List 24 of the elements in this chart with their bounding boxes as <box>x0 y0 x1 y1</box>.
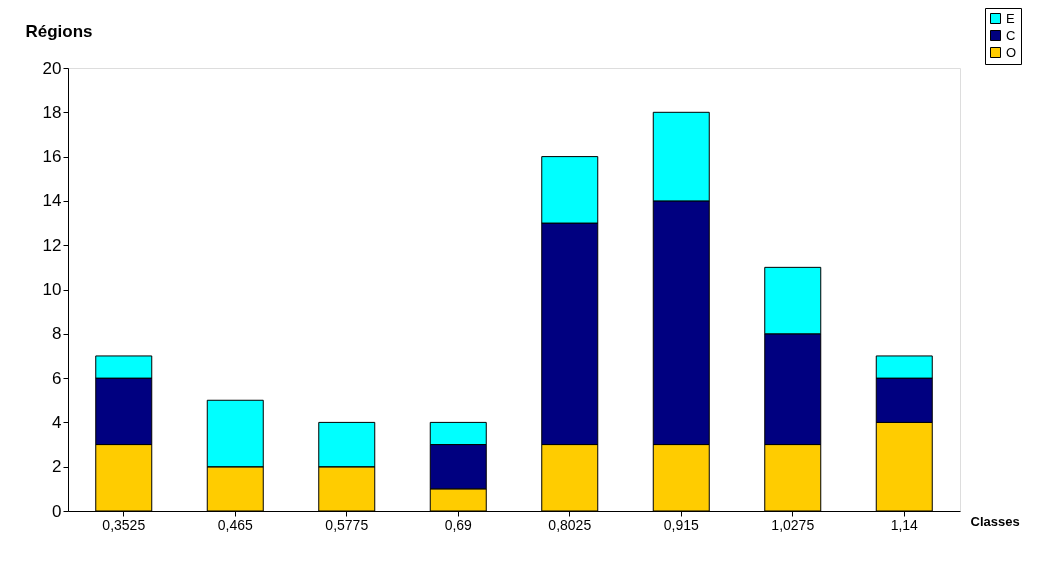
x-tick-label: 1,14 <box>890 516 919 533</box>
y-tick-label: 12 <box>42 235 62 255</box>
y-tick-label: 20 <box>42 58 62 78</box>
legend-label: C <box>1006 27 1016 43</box>
y-tick-label: 0 <box>52 501 62 521</box>
y-tick-label: 2 <box>52 457 62 477</box>
legend-label: O <box>1006 44 1017 60</box>
x-tick-label: 0,915 <box>663 516 699 533</box>
x-tick-label: 0,3525 <box>102 516 146 533</box>
y-axis-title: Régions <box>25 21 93 41</box>
x-tick-label: 0,5775 <box>325 516 369 533</box>
y-tick-label: 6 <box>52 368 62 388</box>
x-tick-label: 0,465 <box>217 516 253 533</box>
x-axis-title: Classes <box>970 513 1020 529</box>
y-tick-label: 18 <box>42 102 62 122</box>
y-tick-label: 14 <box>42 191 62 211</box>
y-tick-label: 16 <box>42 147 62 167</box>
legend-label: E <box>1006 10 1015 26</box>
y-tick-label: 4 <box>52 412 62 432</box>
y-tick-label: 10 <box>42 280 62 299</box>
x-tick-label: 0,69 <box>444 516 473 533</box>
x-tick-label: 0,8025 <box>548 516 592 533</box>
x-tick-label: 1,0275 <box>771 516 815 533</box>
y-tick-label: 8 <box>52 324 62 344</box>
